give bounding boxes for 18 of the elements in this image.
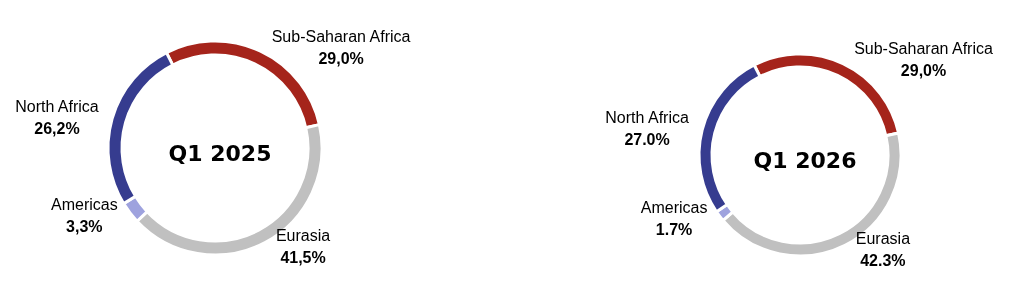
slice-label: Americas: [50, 195, 118, 213]
slice-label: Americas: [640, 199, 708, 217]
slice-label: Eurasia: [275, 226, 331, 244]
data-label: 29,0%: [318, 50, 364, 68]
data-label: 1.7%: [655, 221, 693, 239]
data-label: 26,2%: [34, 120, 80, 138]
data-label: 29,0%: [900, 62, 947, 80]
slice-label: North Africa: [15, 98, 99, 116]
slice-label: Sub-Saharan Africa: [854, 40, 993, 58]
data-label: 3,3%: [66, 217, 103, 235]
data-label: 41,5%: [280, 248, 326, 266]
data-label: 42.3%: [860, 251, 906, 269]
text: Q1 2026: [753, 147, 857, 173]
text: Q1 2025: [168, 140, 272, 166]
slice-label: North Africa: [605, 109, 689, 127]
data-label: 27.0%: [624, 131, 670, 149]
slice-label: Sub-Saharan Africa: [271, 28, 411, 46]
slice-label: Eurasia: [855, 229, 911, 247]
